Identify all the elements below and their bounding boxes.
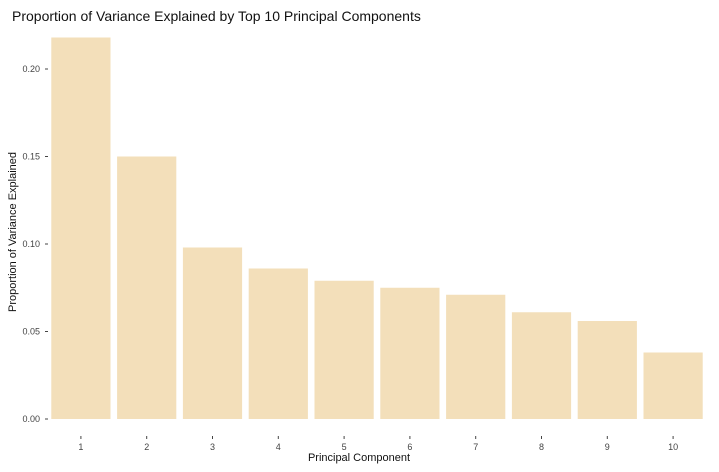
x-axis-title: Principal Component bbox=[308, 452, 410, 464]
bar-pc-7 bbox=[446, 294, 506, 419]
bar-pc-10 bbox=[643, 352, 703, 419]
x-tick-label-1: 1 bbox=[78, 442, 83, 452]
x-tick-label-7: 7 bbox=[473, 442, 478, 452]
bar-pc-9 bbox=[577, 321, 637, 419]
x-tick-label-3: 3 bbox=[210, 442, 215, 452]
y-axis-title: Proportion of Variance Explained bbox=[7, 152, 19, 312]
x-tick-label-5: 5 bbox=[342, 442, 347, 452]
y-tick-label-3: 0.15 bbox=[22, 152, 40, 162]
x-tick-label-4: 4 bbox=[276, 442, 281, 452]
bar-pc-5 bbox=[314, 280, 374, 419]
bar-pc-3 bbox=[182, 247, 243, 419]
bar-pc-1 bbox=[51, 37, 111, 419]
chart-title: Proportion of Variance Explained by Top … bbox=[12, 8, 421, 24]
x-tick-label-2: 2 bbox=[144, 442, 149, 452]
bars-layer bbox=[51, 37, 703, 419]
x-tick-label-8: 8 bbox=[539, 442, 544, 452]
bar-pc-6 bbox=[380, 287, 440, 419]
bar-pc-4 bbox=[248, 268, 308, 419]
y-tick-label-4: 0.20 bbox=[22, 64, 40, 74]
y-tick-label-2: 0.10 bbox=[22, 239, 40, 249]
y-tick-label-1: 0.05 bbox=[22, 327, 40, 337]
x-axis: 1 2 3 4 5 6 7 8 9 10 bbox=[78, 436, 678, 452]
x-tick-label-6: 6 bbox=[407, 442, 412, 452]
y-axis: 0.00 0.05 0.10 0.15 0.20 bbox=[22, 64, 48, 424]
x-tick-label-9: 9 bbox=[605, 442, 610, 452]
bar-pc-8 bbox=[511, 312, 572, 419]
bar-pc-2 bbox=[117, 156, 177, 419]
y-tick-label-0: 0.00 bbox=[22, 414, 40, 424]
x-tick-label-10: 10 bbox=[668, 442, 678, 452]
